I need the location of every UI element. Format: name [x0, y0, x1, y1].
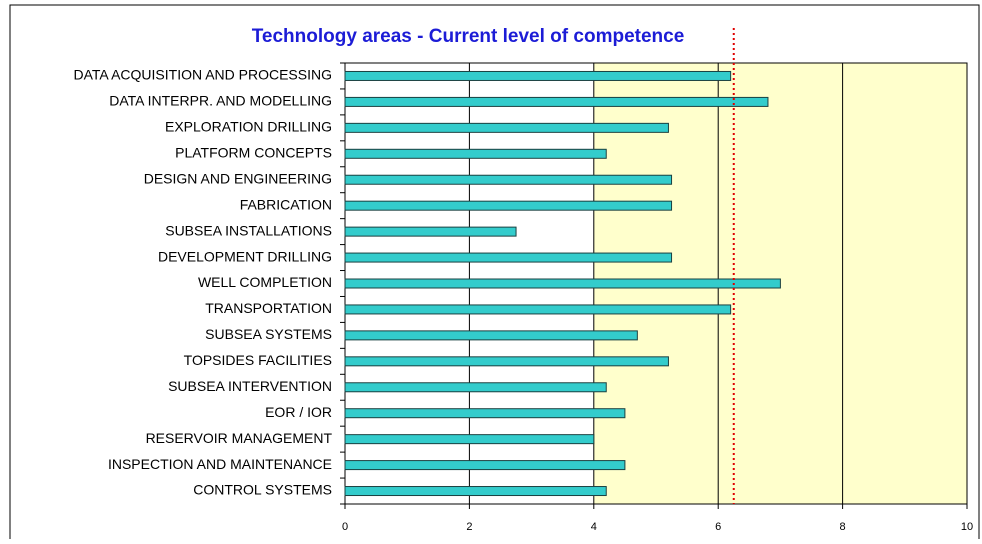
bar [344, 486, 607, 497]
y-tick-label: RESERVOIR MANAGEMENT [146, 430, 333, 446]
y-tick-label: CONTROL SYSTEMS [193, 482, 332, 498]
bar [344, 460, 626, 471]
bar [344, 304, 732, 315]
y-tick-label: TOPSIDES FACILITIES [184, 352, 332, 368]
x-tick-label: 10 [961, 521, 973, 533]
bar [344, 252, 673, 263]
bar [344, 382, 607, 393]
y-tick-label: SUBSEA INTERVENTION [168, 378, 332, 394]
y-tick-label: TRANSPORTATION [205, 300, 332, 316]
chart-title: Technology areas - Current level of comp… [252, 26, 685, 47]
bar [344, 122, 669, 133]
y-tick-label: DATA INTERPR. AND MODELLING [109, 93, 332, 109]
y-tick-label: EOR / IOR [265, 404, 332, 420]
x-tick-label: 0 [342, 521, 348, 533]
bar [344, 174, 673, 185]
y-tick-label: FABRICATION [240, 196, 332, 212]
bar [344, 356, 669, 367]
x-tick-label: 4 [591, 521, 597, 533]
y-tick-label: SUBSEA SYSTEMS [205, 326, 332, 342]
bar [344, 278, 781, 289]
y-tick-label: SUBSEA INSTALLATIONS [165, 222, 332, 238]
bar [344, 148, 607, 159]
bar [344, 330, 638, 341]
bar [344, 408, 626, 419]
bar [344, 200, 673, 211]
x-tick-label: 6 [715, 521, 721, 533]
x-tick-label: 2 [466, 521, 472, 533]
y-tick-label: INSPECTION AND MAINTENANCE [108, 456, 332, 472]
bar [344, 434, 595, 445]
bar [344, 70, 732, 81]
y-tick-label: WELL COMPLETION [198, 274, 332, 290]
y-tick-label: DEVELOPMENT DRILLING [158, 248, 332, 264]
bar [344, 226, 517, 237]
x-tick-label: 8 [840, 521, 846, 533]
bar [344, 96, 769, 107]
y-tick-label: EXPLORATION DRILLING [165, 119, 332, 135]
y-tick-label: DESIGN AND ENGINEERING [144, 170, 332, 186]
y-tick-label: PLATFORM CONCEPTS [175, 144, 332, 160]
y-tick-label: DATA ACQUISITION AND PROCESSING [73, 67, 332, 83]
